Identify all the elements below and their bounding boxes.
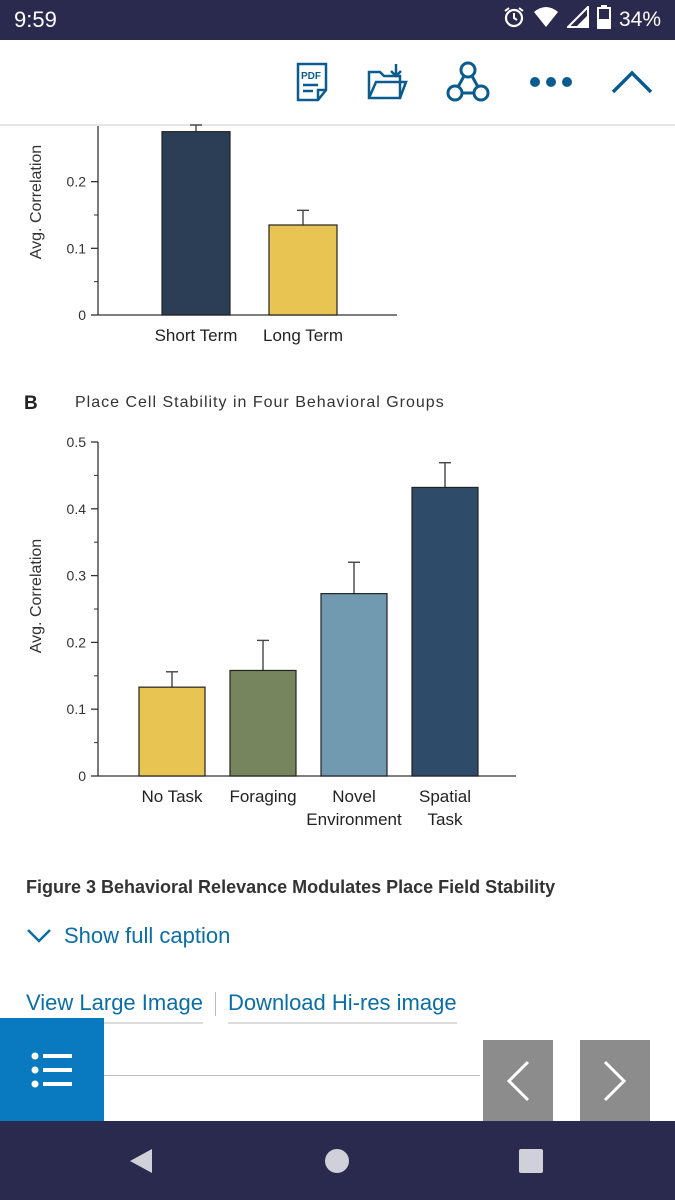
pdf-icon: PDF	[296, 62, 328, 102]
chart-a-category-label-0: Short Term	[155, 326, 238, 345]
chart-b-ytick-label-5: 0.5	[67, 434, 87, 450]
status-icons: 34%	[503, 4, 661, 35]
chart-b-category-label-3: Spatial Task	[419, 787, 471, 829]
chart-b-ytick-label-4: 0.4	[67, 501, 87, 517]
bottom-divider	[104, 1075, 480, 1076]
chart-b-bar-2	[320, 593, 388, 777]
more-icon	[530, 77, 572, 87]
chevron-down-icon	[27, 929, 51, 943]
next-figure-button[interactable]	[580, 1040, 650, 1121]
chart-b-ytick-label-3: 0.3	[67, 568, 87, 584]
recents-button[interactable]	[511, 1141, 551, 1181]
more-button[interactable]	[523, 54, 579, 110]
alarm-icon	[503, 6, 525, 34]
battery-percent: 34%	[618, 8, 661, 31]
chart-a-category-label-1: Long Term	[263, 326, 343, 345]
share-button[interactable]	[440, 54, 496, 110]
collapse-button[interactable]	[604, 54, 660, 110]
chart-a-bar-0	[161, 131, 231, 316]
chart-b-ytick-label-2: 0.2	[67, 634, 87, 650]
chart-a-ytick-label-0: 0	[78, 307, 86, 323]
battery-icon	[596, 5, 611, 35]
chart-b-bar-0	[138, 686, 206, 777]
chart-b-ytick-label-0: 0	[78, 768, 86, 784]
chart-b-category-label-0: No Task	[141, 787, 203, 806]
article-toolbar: PDF	[0, 40, 675, 126]
home-icon	[325, 1149, 349, 1173]
chart-b-panel-label: B	[24, 393, 38, 414]
download-hires-link[interactable]: Download Hi-res image	[227, 990, 457, 1024]
chart-b-ylabel: Avg. Correlation	[28, 539, 45, 653]
chart-b-title: Place Cell Stability in Four Behavioral …	[75, 394, 445, 411]
view-large-image-link[interactable]: View Large Image	[26, 990, 203, 1024]
show-caption-button[interactable]: Show full caption	[26, 921, 230, 951]
status-time: 9:59	[14, 7, 57, 32]
chart-b: B Place Cell Stability in Four Behaviora…	[24, 393, 516, 829]
back-icon	[130, 1149, 152, 1173]
share-icon	[446, 61, 490, 102]
chart-a-ytick-label-1: 0.1	[67, 240, 87, 256]
home-button[interactable]	[317, 1141, 357, 1181]
chart-b-bar-1	[229, 669, 297, 777]
toc-list-icon	[31, 1052, 72, 1087]
download-button[interactable]	[360, 54, 416, 110]
system-navigation-bar	[0, 1121, 675, 1200]
chart-b-ytick-label-1: 0.1	[67, 701, 87, 717]
table-of-contents-button[interactable]	[0, 1018, 104, 1121]
chart-b-category-label-2: Novel Environment	[306, 787, 402, 829]
collapse-icon	[611, 70, 653, 94]
folder-download-icon	[367, 64, 408, 100]
show-caption-label: Show full caption	[64, 923, 231, 948]
next-chevron-icon	[603, 1060, 627, 1101]
figure-links: View Large Image Download Hi-res image	[26, 990, 457, 1026]
prev-chevron-icon	[506, 1060, 530, 1101]
figure-caption-title: Figure 3 Behavioral Relevance Modulates …	[26, 877, 556, 897]
back-button[interactable]	[121, 1141, 161, 1181]
wifi-icon	[533, 6, 559, 34]
chart-a-ytick-label-2: 0.2	[67, 174, 87, 190]
chart-b-bar-3	[411, 486, 479, 777]
link-separator	[214, 992, 216, 1016]
chart-a-ylabel: Avg. Correlation	[28, 145, 45, 259]
chart-a-bar-1	[268, 224, 338, 316]
signal-icon	[565, 4, 589, 34]
chart-b-category-label-1: Foraging	[229, 787, 296, 806]
pdf-button[interactable]: PDF	[284, 54, 340, 110]
figure-3-image: Avg. Correlation 0 0.1 0.2 Short Term Long T…	[24, 124, 516, 829]
recents-icon	[519, 1149, 543, 1173]
chart-a: Avg. Correlation 0 0.1 0.2 Short Term Long T…	[28, 124, 397, 345]
status-bar: 9:59 34%	[0, 0, 675, 40]
pdf-label: PDF	[301, 71, 321, 82]
previous-figure-button[interactable]	[483, 1040, 553, 1121]
